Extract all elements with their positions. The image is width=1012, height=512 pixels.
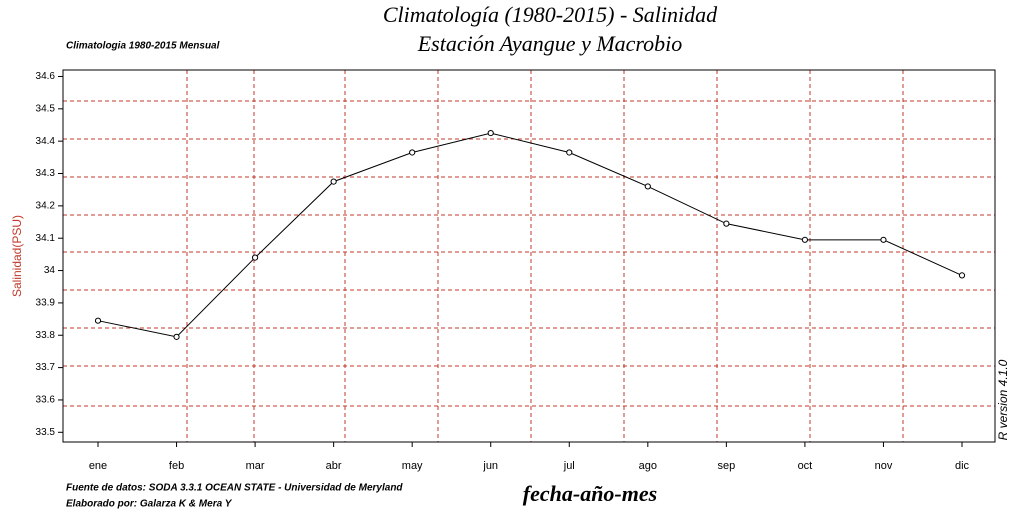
y-tick-label: 34.6 — [36, 71, 56, 82]
credit-note: Elaborado por: Galarza K & Mera Y — [66, 499, 233, 510]
x-axis-label: fecha-año-mes — [523, 481, 657, 506]
x-tick-label: mar — [246, 460, 265, 472]
y-tick-label: 34 — [44, 265, 56, 276]
y-tick-label: 34.3 — [36, 168, 56, 179]
y-tick-label: 34.5 — [36, 103, 56, 114]
chart-title-line2: Estación Ayangue y Macrobio — [417, 31, 683, 56]
side-note: R version 4.1.0 — [996, 359, 1010, 440]
data-point — [801, 236, 809, 243]
x-tick-label: ene — [89, 460, 107, 472]
x-tick-label: jun — [482, 460, 498, 472]
data-line — [97, 132, 963, 338]
data-point — [330, 178, 337, 185]
x-tick-label: sep — [717, 460, 735, 472]
y-tick-label: 34.2 — [36, 201, 56, 212]
y-axis-label: Salinidad(PSU) — [10, 215, 24, 297]
x-tick-label: feb — [169, 460, 184, 472]
source-note: Fuente de datos: SODA 3.3.1 OCEAN STATE … — [66, 483, 403, 494]
data-point — [487, 129, 494, 137]
x-tick-label: may — [402, 460, 423, 472]
y-tick-label: 34.4 — [36, 136, 56, 147]
y-tick-label: 33.7 — [36, 362, 56, 373]
x-tick-label: dic — [955, 460, 970, 472]
x-tick-label: ago — [639, 460, 657, 472]
data-point — [566, 149, 573, 156]
data-point — [723, 220, 730, 227]
data-point — [880, 236, 887, 243]
chart-title: Climatología (1980-2015) - Salinidad — [383, 2, 718, 27]
data-point — [409, 149, 416, 156]
x-tick-label: abr — [326, 460, 342, 472]
x-tick-label: oct — [798, 460, 813, 472]
plot-frame — [62, 69, 996, 443]
data-point — [251, 254, 259, 261]
y-tick-label: 33.9 — [36, 298, 56, 309]
data-point — [644, 183, 651, 190]
data-point — [94, 317, 102, 324]
grid — [63, 70, 995, 442]
chart-subtitle: Climatologia 1980-2015 Mensual — [66, 41, 220, 52]
x-tick-label: nov — [875, 460, 893, 472]
data-point — [958, 272, 966, 279]
x-tick-label: jul — [563, 460, 575, 472]
data-point — [173, 333, 180, 340]
y-tick-label: 33.5 — [36, 427, 56, 438]
y-tick-label: 33.8 — [36, 330, 56, 341]
y-tick-label: 33.6 — [36, 395, 56, 406]
y-tick-label: 34.1 — [36, 233, 56, 244]
